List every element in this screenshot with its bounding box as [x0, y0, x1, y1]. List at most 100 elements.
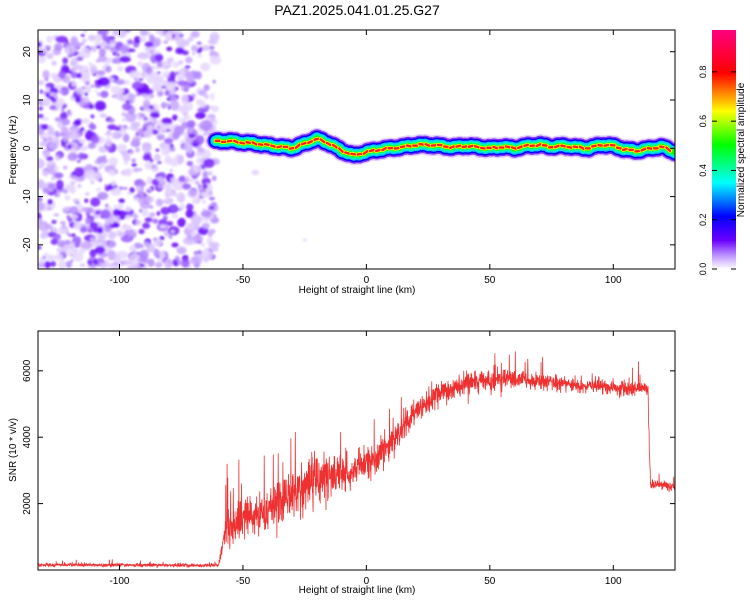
- noise-blob: [190, 30, 200, 38]
- noise-blob: [62, 57, 69, 65]
- y-tick-label: 10: [22, 94, 33, 106]
- y-tick-label: 2000: [22, 492, 33, 515]
- noise-blob: [79, 42, 85, 46]
- noise-blob: [99, 162, 106, 168]
- noise-blob: [212, 31, 217, 36]
- noise-blob: [84, 198, 89, 203]
- noise-blob: [73, 221, 82, 230]
- noise-blob: [177, 105, 189, 113]
- noise-blob: [89, 237, 96, 243]
- ridge-core: [523, 143, 530, 147]
- x-tick-label: -50: [236, 275, 251, 286]
- ridge-core: [578, 145, 585, 150]
- noise-blob: [176, 75, 182, 81]
- noise-blob: [112, 60, 117, 64]
- ridge-core: [517, 145, 524, 150]
- noise-blob: [49, 105, 57, 110]
- noise-blob: [104, 45, 112, 50]
- noise-blob: [170, 230, 175, 234]
- ridge-core: [381, 146, 388, 152]
- noise-blob: [178, 177, 186, 183]
- noise-blob: [197, 250, 202, 254]
- noise-blob: [64, 44, 76, 55]
- noise-blob: [68, 132, 81, 140]
- noise-blob: [143, 129, 153, 139]
- x-tick-label: 0: [364, 275, 370, 286]
- noise-blob: [46, 156, 54, 162]
- noise-blob: [43, 138, 48, 142]
- noise-blob: [138, 228, 145, 235]
- noise-blob: [99, 262, 108, 267]
- noise-blob: [79, 138, 84, 142]
- x-tick-label: -50: [236, 576, 251, 587]
- ridge-core: [313, 137, 320, 141]
- noise-blob: [110, 220, 114, 224]
- spectrogram-xlabel: Height of straight line (km): [299, 285, 416, 296]
- noise-blob: [204, 104, 210, 111]
- noise-blob: [69, 214, 79, 220]
- noise-blob: [81, 71, 89, 78]
- noise-blob: [196, 41, 202, 45]
- noise-blob: [119, 55, 131, 63]
- snr-panel: -100 -50 0 50 100 2000 4000 6000 Height of str…: [8, 330, 676, 596]
- noise-blob: [164, 137, 174, 144]
- noise-blob: [72, 198, 80, 203]
- noise-blob: [44, 77, 49, 82]
- noise-blob: [108, 75, 112, 79]
- noise-blob: [97, 191, 109, 200]
- noise-blob: [127, 39, 134, 45]
- noise-blob: [163, 258, 173, 269]
- noise-blob: [156, 71, 161, 74]
- noise-blob: [80, 263, 86, 268]
- noise-blob: [90, 180, 95, 185]
- colorbar-tick-label: 0.2: [698, 213, 708, 226]
- noise-blob: [148, 116, 155, 123]
- x-tick-label: -100: [109, 576, 129, 587]
- ridge-core: [591, 144, 598, 148]
- noise-blob: [177, 68, 186, 76]
- noise-blob: [119, 260, 126, 265]
- noise-blob: [166, 129, 171, 132]
- noise-blob: [70, 57, 78, 66]
- noise-blob: [53, 213, 60, 217]
- noise-blob: [157, 182, 164, 190]
- noise-blob: [194, 71, 202, 80]
- noise-blob: [190, 256, 200, 265]
- noise-blob: [70, 188, 76, 194]
- noise-blob: [96, 156, 106, 165]
- noise-blob: [166, 189, 175, 196]
- ridge-core: [510, 146, 517, 150]
- ridge-core: [276, 145, 283, 149]
- noise-blob: [156, 133, 165, 141]
- noise-blob: [130, 123, 139, 131]
- noise-blob: [97, 92, 100, 97]
- noise-blob: [90, 135, 100, 144]
- noise-blob: [200, 45, 212, 51]
- noise-blob: [103, 35, 111, 43]
- noise-blob: [161, 85, 166, 89]
- ridge-core: [307, 140, 314, 145]
- noise-blob: [46, 35, 53, 44]
- ridge-core: [251, 141, 258, 146]
- noise-blob: [51, 226, 57, 232]
- noise-blob: [201, 222, 210, 229]
- noise-blob: [38, 214, 42, 219]
- noise-blob: [67, 248, 78, 257]
- noise-blob: [115, 42, 122, 51]
- ridge-core: [319, 138, 326, 144]
- noise-blob: [208, 205, 215, 210]
- colorbar: 0.0 0.2 0.4 0.6 0.8 Normalized spectral ampl…: [698, 30, 747, 275]
- colorbar-tick-label: 0.6: [698, 115, 708, 128]
- noise-blob: [177, 217, 186, 228]
- noise-blob: [251, 169, 260, 176]
- noise-blob: [195, 151, 202, 157]
- noise-blob: [88, 104, 95, 110]
- noise-blob: [189, 79, 195, 84]
- noise-blob: [172, 181, 186, 191]
- noise-blob: [90, 114, 95, 119]
- noise-blob: [79, 91, 85, 96]
- noise-blob: [84, 192, 90, 196]
- noise-blob: [49, 92, 54, 97]
- noise-blob: [95, 210, 101, 215]
